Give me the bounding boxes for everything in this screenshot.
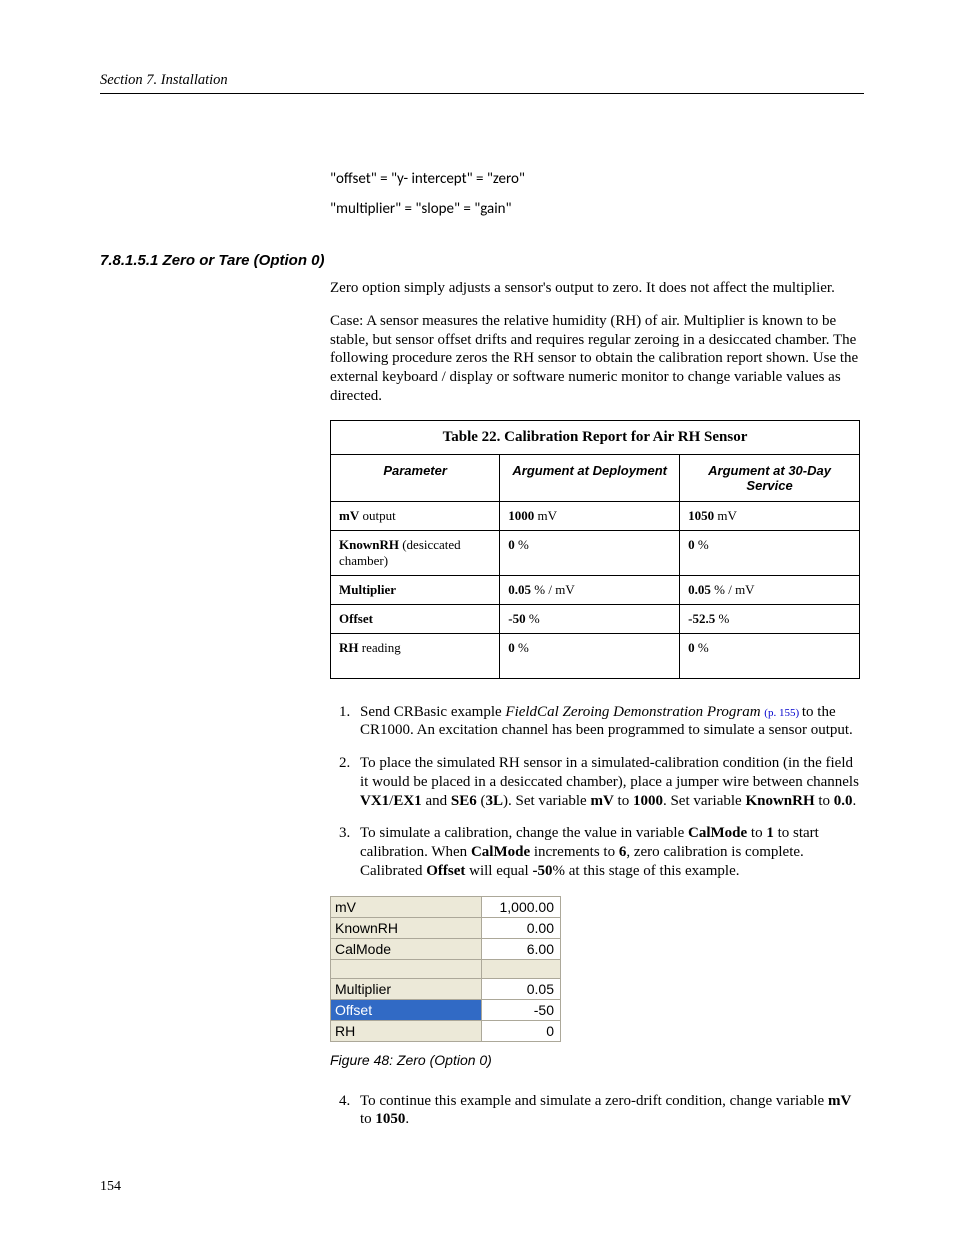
monitor-value: 0 xyxy=(482,1020,561,1041)
cell-30day: 1050 mV xyxy=(680,501,860,530)
monitor-row-selected[interactable]: Offset-50 xyxy=(331,999,561,1020)
monitor-label: CalMode xyxy=(331,938,482,959)
monitor-value: 0.05 xyxy=(482,978,561,999)
cell-parameter: mV output xyxy=(331,501,500,530)
monitor-label: mV xyxy=(331,896,482,917)
step-1: Send CRBasic example FieldCal Zeroing De… xyxy=(354,703,864,741)
monitor-value: 1,000.00 xyxy=(482,896,561,917)
step-4: To continue this example and simulate a … xyxy=(354,1092,864,1130)
cell-parameter: RH reading xyxy=(331,633,500,678)
table-title: Table 22. Calibration Report for Air RH … xyxy=(331,420,860,454)
col-parameter: Parameter xyxy=(331,454,500,501)
monitor-row[interactable]: KnownRH0.00 xyxy=(331,917,561,938)
step-2: To place the simulated RH sensor in a si… xyxy=(354,754,864,810)
col-30day: Argument at 30-Day Service xyxy=(680,454,860,501)
table-row: mV output1000 mV1050 mV xyxy=(331,501,860,530)
cell-30day: 0 % xyxy=(680,633,860,678)
cell-deployment: -50 % xyxy=(500,604,680,633)
monitor-spacer-row xyxy=(331,959,561,978)
cell-parameter: Offset xyxy=(331,604,500,633)
monitor-label: Multiplier xyxy=(331,978,482,999)
numeric-monitor-screenshot: mV1,000.00KnownRH0.00CalMode6.00 Multipl… xyxy=(330,896,864,1042)
monitor-label: Offset xyxy=(331,999,482,1020)
procedure-steps-cont: To continue this example and simulate a … xyxy=(330,1092,864,1130)
cell-30day: -52.5 % xyxy=(680,604,860,633)
cell-deployment: 0.05 % / mV xyxy=(500,575,680,604)
link-fieldcal-program[interactable]: FieldCal Zeroing Demonstration Program xyxy=(505,704,764,720)
monitor-value: -50 xyxy=(482,999,561,1020)
cell-parameter: Multiplier xyxy=(331,575,500,604)
paragraph-case: Case: A sensor measures the relative hum… xyxy=(330,312,864,406)
paragraph-intro: Zero option simply adjusts a sensor's ou… xyxy=(330,279,864,298)
numeric-monitor-table: mV1,000.00KnownRH0.00CalMode6.00 Multipl… xyxy=(330,896,561,1042)
equation-multiplier: "multiplier" = "slope" = "gain" xyxy=(330,194,864,224)
cell-deployment: 1000 mV xyxy=(500,501,680,530)
table-row: KnownRH (desiccated chamber)0 %0 % xyxy=(331,530,860,575)
section-heading: 7.8.1.5.1 Zero or Tare (Option 0) xyxy=(100,252,864,269)
monitor-row[interactable]: RH0 xyxy=(331,1020,561,1041)
equation-block: "offset" = "y- intercept" = "zero" "mult… xyxy=(330,164,864,224)
cell-30day: 0 % xyxy=(680,530,860,575)
page-ref-link[interactable]: (p. 155) xyxy=(764,707,802,719)
figure-caption: Figure 48: Zero (Option 0) xyxy=(330,1052,864,1068)
cell-deployment: 0 % xyxy=(500,633,680,678)
page-number: 154 xyxy=(100,1179,121,1195)
monitor-value: 6.00 xyxy=(482,938,561,959)
table-row: Multiplier0.05 % / mV0.05 % / mV xyxy=(331,575,860,604)
table-row: RH reading0 %0 % xyxy=(331,633,860,678)
monitor-value: 0.00 xyxy=(482,917,561,938)
col-deployment: Argument at Deployment xyxy=(500,454,680,501)
table-row: Offset-50 %-52.5 % xyxy=(331,604,860,633)
monitor-row[interactable]: Multiplier0.05 xyxy=(331,978,561,999)
calibration-report-table: Table 22. Calibration Report for Air RH … xyxy=(330,420,860,679)
monitor-row[interactable]: CalMode6.00 xyxy=(331,938,561,959)
monitor-row[interactable]: mV1,000.00 xyxy=(331,896,561,917)
running-header: Section 7. Installation xyxy=(100,72,864,94)
cell-parameter: KnownRH (desiccated chamber) xyxy=(331,530,500,575)
cell-deployment: 0 % xyxy=(500,530,680,575)
monitor-label: KnownRH xyxy=(331,917,482,938)
cell-30day: 0.05 % / mV xyxy=(680,575,860,604)
procedure-steps: Send CRBasic example FieldCal Zeroing De… xyxy=(330,703,864,881)
page: Section 7. Installation "offset" = "y- i… xyxy=(0,0,954,1235)
monitor-label: RH xyxy=(331,1020,482,1041)
equation-offset: "offset" = "y- intercept" = "zero" xyxy=(330,164,864,194)
step-3: To simulate a calibration, change the va… xyxy=(354,824,864,880)
